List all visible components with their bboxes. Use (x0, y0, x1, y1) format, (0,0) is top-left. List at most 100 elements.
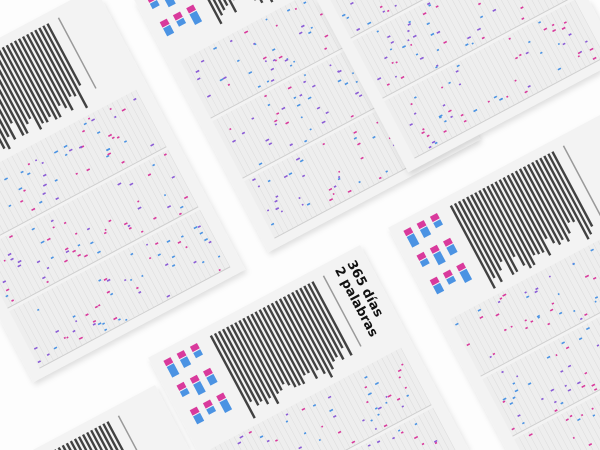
data-dot (106, 148, 111, 151)
data-dot (96, 131, 101, 134)
band-gridline (19, 228, 51, 286)
data-dot (364, 375, 368, 379)
data-dot (87, 117, 91, 120)
data-dot (541, 397, 544, 401)
data-dot (522, 421, 525, 425)
legend-swatch-pink (456, 262, 466, 272)
data-dot (239, 435, 244, 439)
data-dot (385, 401, 388, 404)
data-dot (288, 172, 293, 176)
band-gridline (525, 0, 535, 17)
data-dot (36, 260, 41, 264)
paragraph-line (233, 0, 235, 1)
data-dot (298, 31, 303, 35)
data-dot (568, 33, 572, 36)
data-dot (422, 128, 425, 131)
data-dot (274, 123, 278, 126)
band-gridline (73, 122, 105, 180)
band-gridline (386, 355, 417, 413)
data-dot (502, 397, 507, 401)
band-gridline (222, 38, 254, 96)
band-gridline (267, 418, 285, 450)
data-dot (82, 129, 86, 133)
data-dot (264, 60, 267, 63)
data-dot (17, 259, 22, 264)
data-dot (547, 322, 551, 326)
band-gridline (333, 383, 365, 440)
band-gridline (348, 375, 379, 433)
data-dot (553, 400, 557, 404)
legend-swatch-pink (147, 0, 155, 3)
data-dot (528, 433, 533, 437)
band-gridline (366, 0, 379, 23)
band-gridline (15, 230, 46, 288)
paragraph-line (0, 98, 13, 124)
data-dot (46, 353, 50, 356)
band-gridline (89, 268, 121, 325)
band-gridline (566, 411, 588, 450)
band-gridline (502, 291, 533, 348)
band-gridline (378, 0, 389, 18)
band-gridline (68, 125, 100, 182)
data-dot (385, 395, 388, 398)
data-dot (487, 100, 490, 103)
band-gridline (409, 0, 413, 5)
band-gridline (574, 0, 600, 49)
paragraph-line (527, 164, 570, 242)
data-dot (430, 32, 435, 36)
band-gridline (446, 0, 473, 50)
paragraph-line (69, 440, 77, 450)
data-dot (558, 311, 563, 315)
paragraph-line (98, 425, 114, 450)
data-dot (333, 185, 337, 188)
data-dot (397, 369, 402, 373)
band-gridline (375, 438, 382, 450)
band-gridline (294, 0, 325, 58)
paragraph-line (0, 118, 10, 138)
data-dot (20, 170, 24, 174)
band-gridline (361, 445, 364, 450)
paragraph-line (539, 157, 576, 223)
data-dot (535, 287, 539, 291)
band-gridline (365, 443, 370, 450)
band-gridline (306, 0, 335, 52)
data-dot (389, 48, 393, 51)
band-gridline (315, 143, 346, 200)
data-dot (248, 430, 252, 434)
paragraph-line (486, 185, 532, 269)
band-gridline (271, 416, 291, 450)
data-dot (353, 136, 358, 140)
band-gridline (529, 353, 560, 411)
band-gridline (597, 240, 600, 246)
band-gridline (0, 225, 4, 233)
data-dot (128, 226, 132, 230)
data-dot (534, 290, 538, 294)
data-dot (217, 255, 221, 258)
data-dot (171, 175, 176, 179)
paragraph-line (510, 172, 548, 240)
band-gridline (321, 62, 352, 120)
data-dot (301, 203, 304, 206)
band-gridline (300, 0, 330, 55)
band-gridline (118, 252, 149, 310)
band-gridline (469, 309, 500, 366)
data-dot (303, 1, 307, 5)
band-gridline (132, 245, 164, 303)
band-gridline (413, 417, 431, 450)
band-gridline (376, 360, 408, 418)
band-gridline (184, 58, 216, 116)
data-dot (356, 27, 361, 32)
data-dot (26, 172, 31, 176)
legend-swatch-pink (203, 367, 213, 377)
data-dot (114, 115, 117, 119)
band-gridline (417, 83, 448, 141)
data-dot (108, 133, 113, 137)
data-dot (103, 231, 107, 235)
data-dot (524, 90, 528, 94)
data-dot (293, 60, 296, 63)
data-dot (579, 317, 583, 321)
band-gridline (311, 68, 343, 125)
data-dot (157, 253, 161, 257)
data-dot (413, 435, 419, 440)
band-gridline (412, 86, 443, 143)
